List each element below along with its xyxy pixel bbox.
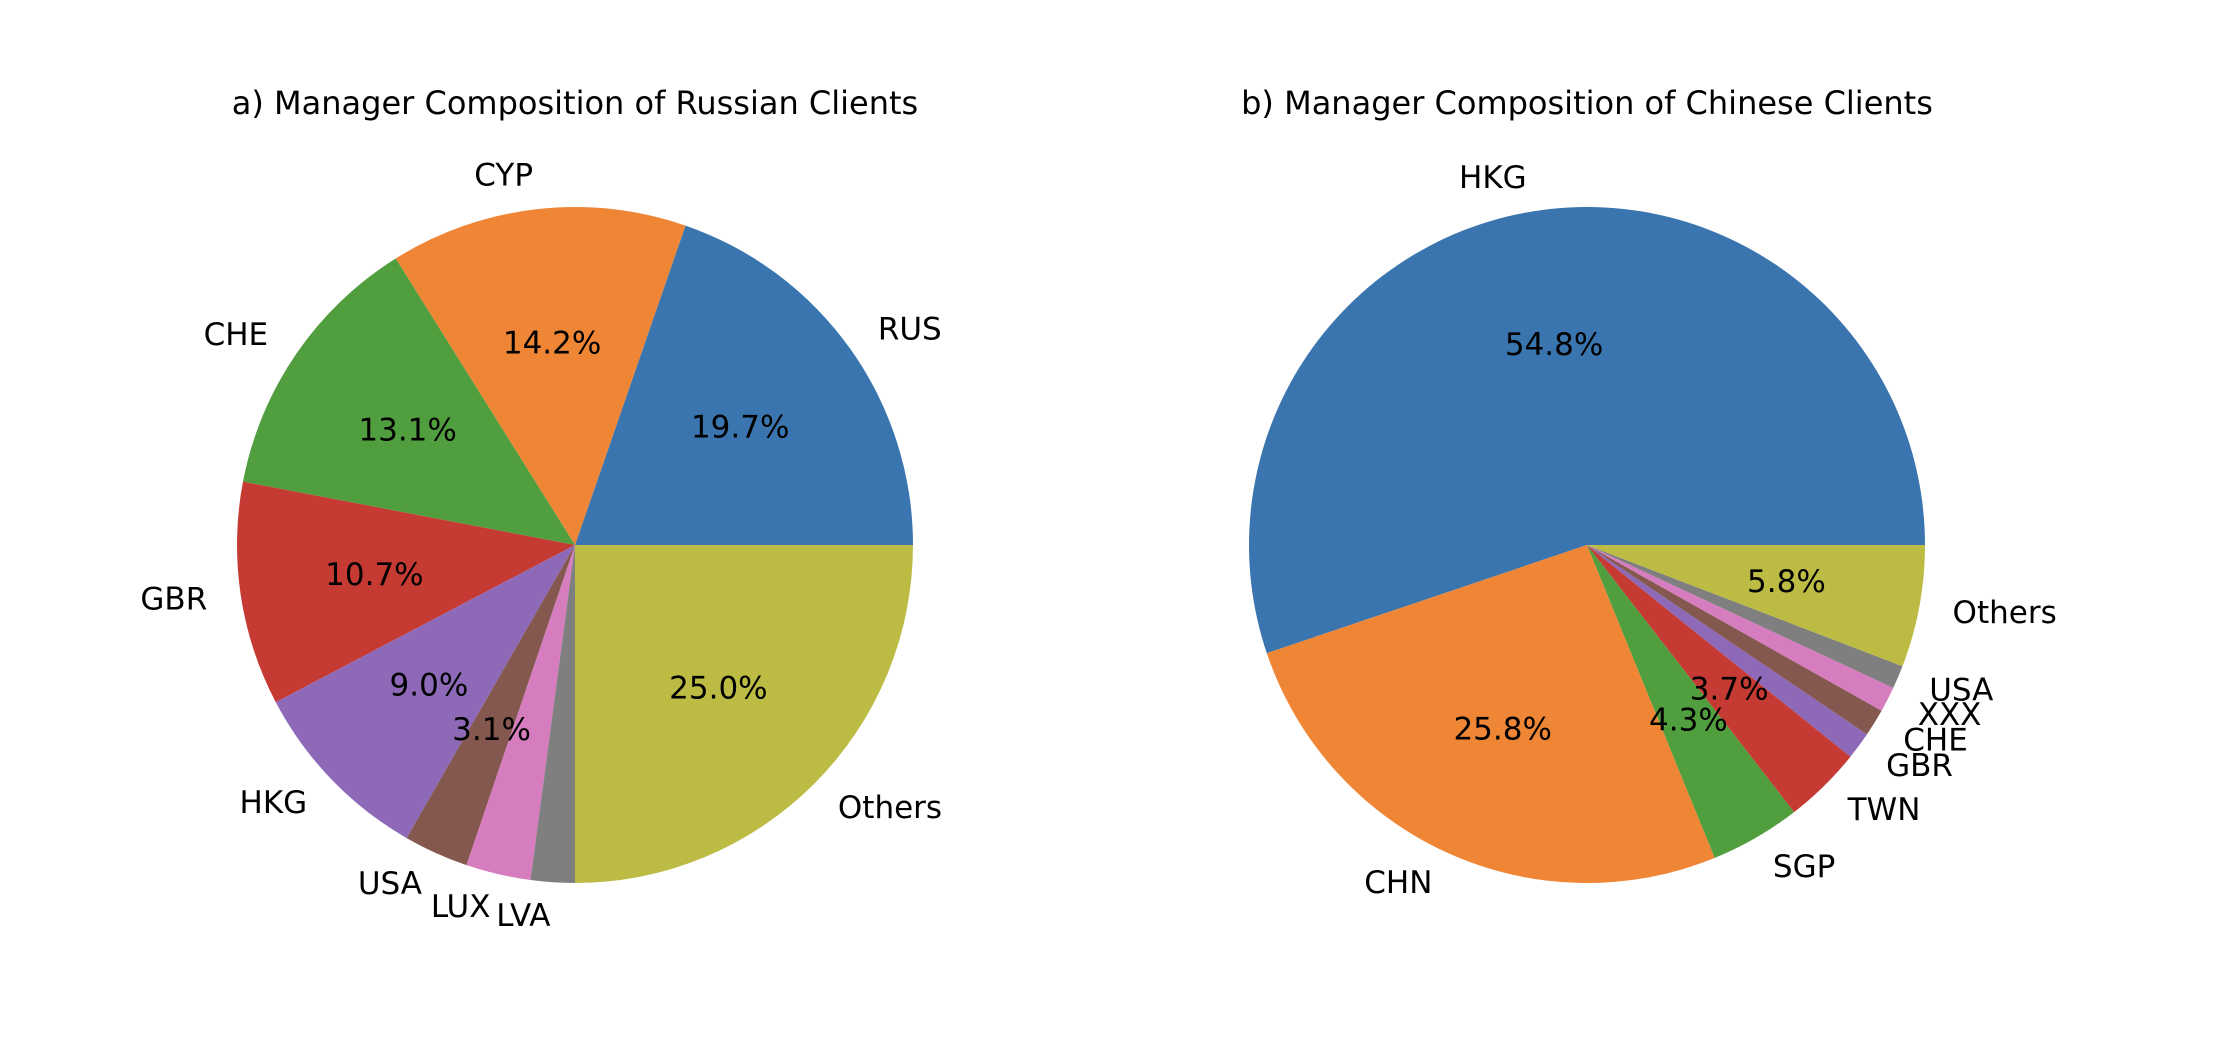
pie-slice-gbr xyxy=(1587,545,1867,757)
pie-slice-lva xyxy=(530,545,575,883)
pct-label-others: 5.8% xyxy=(1747,564,1826,600)
labels-chinese-clients: HKG 54.8% CHN 25.8% SGP 4.3% TWN 3.7% GBRCHEXXXU… xyxy=(1364,160,2056,901)
pie-slice-gbr xyxy=(237,481,575,703)
pie-slice-others xyxy=(1587,545,1925,667)
pie-slice-hkg xyxy=(1248,206,1925,654)
chart-title-russian-clients: a) Manager Composition of Russian Client… xyxy=(232,84,918,122)
pie-slice-lux xyxy=(466,545,575,881)
slices-chinese-clients xyxy=(1248,206,1925,883)
slice-label-lva: LVA xyxy=(496,898,550,934)
pie-slice-cyp xyxy=(395,206,686,545)
slice-label-che: CHE xyxy=(1903,722,1968,758)
slice-label-twn: TWN xyxy=(1847,792,1921,828)
pie-slice-usa xyxy=(406,545,575,866)
slice-label-hkg: HKG xyxy=(1459,160,1527,196)
slice-label-usa: USA xyxy=(1929,672,1993,708)
pct-label-chn: 25.8% xyxy=(1453,711,1551,747)
pie-slice-rus xyxy=(575,225,913,545)
slice-label-lux: LUX xyxy=(431,889,491,925)
pct-label-hkg: 9.0% xyxy=(390,668,469,704)
pct-label-others: 25.0% xyxy=(669,670,767,706)
pct-label-cyp: 14.2% xyxy=(503,326,601,362)
pie-slice-usa xyxy=(1587,545,1903,688)
pie-slice-others xyxy=(575,545,913,883)
pie-slice-che xyxy=(1587,545,1882,735)
slice-label-others: Others xyxy=(1953,595,2057,631)
pie-slice-che xyxy=(242,258,576,545)
pie-chart-chinese-clients: b) Manager Composition of Chinese Client… xyxy=(1241,84,2057,901)
slice-label-sgp: SGP xyxy=(1773,849,1835,885)
pct-label-sgp: 4.3% xyxy=(1649,703,1728,739)
slice-label-chn: CHN xyxy=(1364,865,1432,901)
pct-label-usa: 3.1% xyxy=(452,712,531,748)
slice-label-gbr: GBR xyxy=(1886,748,1953,784)
pct-label-hkg: 54.8% xyxy=(1505,327,1603,363)
slice-label-usa: USA xyxy=(358,866,422,902)
slice-label-cyp: CYP xyxy=(474,158,533,194)
pct-label-che: 13.1% xyxy=(358,412,456,448)
pie-chart-russian-clients: a) Manager Composition of Russian Client… xyxy=(140,84,942,934)
labels-russian-clients: RUS 19.7% CYP 14.2% CHE 13.1% GBR 10.7% HKG 9.0% U… xyxy=(140,158,942,934)
pie-slice-twn xyxy=(1587,545,1851,813)
slice-label-che: CHE xyxy=(204,317,269,353)
slice-label-rus: RUS xyxy=(878,311,942,347)
slice-label-xxx: XXX xyxy=(1918,697,1982,733)
pct-label-rus: 19.7% xyxy=(691,409,789,445)
chart-title-chinese-clients: b) Manager Composition of Chinese Client… xyxy=(1241,84,1933,122)
pct-label-twn: 3.7% xyxy=(1690,672,1769,708)
pie-slice-xxx xyxy=(1587,545,1894,711)
pie-slice-chn xyxy=(1266,545,1715,883)
slices-russian-clients xyxy=(237,206,913,883)
pie-slice-hkg xyxy=(275,545,575,839)
slice-label-gbr: GBR xyxy=(140,582,207,618)
slice-label-others: Others xyxy=(838,790,942,826)
pct-label-gbr: 10.7% xyxy=(325,557,423,593)
slice-label-hkg: HKG xyxy=(240,785,308,821)
pie-slice-sgp xyxy=(1587,545,1795,858)
